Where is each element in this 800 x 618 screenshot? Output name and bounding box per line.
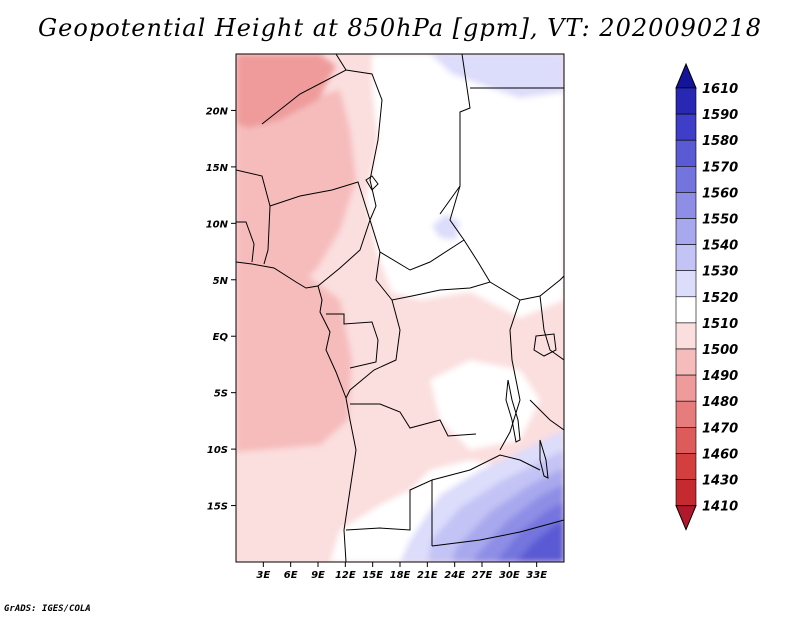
border-west-africa-3: [236, 221, 255, 263]
border-drc-west: [345, 299, 401, 399]
colorbar-swatch: [675, 453, 697, 480]
y-tick-label: 20N: [206, 106, 229, 117]
colorbar-swatch: [675, 426, 697, 454]
colorbar-label: 1610: [702, 82, 738, 97]
border-kenya: [539, 295, 564, 361]
region-1500-westafrica: [236, 90, 356, 292]
colorbar-swatch: [675, 322, 697, 350]
colorbar-bottom-triangle: [675, 505, 697, 531]
credit-text: GrADS: IGES/COLA: [4, 604, 91, 614]
border-cameroon-gabon: [326, 313, 379, 369]
border-namibia: [431, 519, 564, 547]
border-libya: [439, 54, 471, 215]
x-tick-label: 27E: [472, 570, 493, 581]
colorbar-top-triangle: [675, 62, 697, 89]
colorbar-swatch: [675, 218, 697, 245]
border-car-north: [369, 219, 465, 271]
x-tick-label: 33E: [526, 570, 547, 581]
x-tick-label: 9E: [311, 570, 325, 581]
y-tick-label: 5N: [213, 276, 229, 287]
colorbar-label: 1480: [702, 395, 738, 410]
border-angola-south: [345, 479, 433, 546]
x-tick-label: 18E: [390, 570, 411, 581]
x-tick-label: 30E: [499, 570, 520, 581]
x-tick-label: 12E: [335, 570, 356, 581]
colorbar-label: 1570: [702, 160, 738, 175]
colorbar-label: 1500: [702, 343, 738, 358]
colorbar-label: 1560: [702, 186, 738, 201]
y-tick-label: 15N: [206, 163, 229, 174]
colorbar-swatch: [675, 270, 697, 298]
colorbar-swatch: [675, 113, 697, 141]
colorbar-swatch: [675, 400, 697, 428]
border-west-africa-2: [263, 205, 271, 265]
region-1500-sahara-nw: [236, 54, 336, 128]
lake-malawi: [539, 439, 549, 479]
border-nigeria: [269, 181, 371, 287]
y-axis-ticks: 20N 15N 10N 5N EQ 5S 10S 15S: [206, 106, 236, 513]
colorbar-label: 1430: [702, 474, 738, 489]
lake-victoria: [533, 333, 557, 357]
border-chad-niger: [369, 139, 379, 221]
y-tick-label: 10S: [207, 445, 228, 456]
map-borders: [236, 54, 564, 562]
region-1500-atlantic: [236, 268, 352, 452]
colorbar-swatch: [675, 348, 697, 376]
colorbar-label: 1550: [702, 213, 738, 228]
colorbar-label: 1490: [702, 369, 738, 384]
colorbar-label: 1510: [702, 317, 738, 332]
lake-tanganyika: [505, 379, 521, 443]
colorbar-swatch: [675, 192, 697, 219]
colorbar-swatch: [675, 296, 697, 324]
region-1570-south: [516, 520, 564, 562]
lake-chad: [365, 175, 379, 191]
y-tick-label: 15S: [207, 502, 228, 513]
colorbar-label: 1590: [702, 108, 738, 123]
coastline-west: [236, 261, 357, 562]
border-tanzania: [529, 399, 564, 431]
colorbar-swatch: [675, 166, 697, 193]
colorbar: 1610 1590 1580 1570 1560 1550 1540 1530 1520 1510…: [675, 62, 738, 531]
colorbar-label: 1540: [702, 239, 738, 254]
border-angola-drc: [350, 403, 477, 437]
border-zambia: [431, 454, 541, 481]
x-tick-label: 24E: [444, 570, 465, 581]
border-west-africa-1: [236, 169, 271, 207]
border-ethiopia: [519, 275, 564, 301]
colorbar-label: 1530: [702, 265, 738, 280]
x-tick-label: 6E: [284, 570, 298, 581]
x-axis-ticks: 3E 6E 9E 12E 15E 18E 21E 24E 27E 30E 33E: [256, 562, 547, 581]
y-tick-label: EQ: [213, 332, 229, 343]
x-tick-label: 21E: [417, 570, 438, 581]
colorbar-label: 1580: [702, 134, 738, 149]
border-drc-east: [499, 299, 521, 451]
colorbar-label: 1470: [702, 421, 738, 436]
colorbar-swatch: [675, 87, 697, 115]
border-algeria-niger: [335, 54, 347, 71]
colorbar-swatch: [675, 374, 697, 402]
colorbar-swatch: [675, 244, 697, 272]
colorbar-swatch: [675, 139, 697, 167]
region-1510-congo-east: [430, 360, 540, 450]
contour-field: [236, 54, 564, 562]
colorbar-label: 1460: [702, 447, 738, 462]
chart-title: Geopotential Height at 850hPa [gpm], VT:…: [38, 14, 762, 42]
y-tick-label: 10N: [206, 219, 229, 230]
y-tick-label: 5S: [214, 389, 228, 400]
colorbar-label: 1520: [702, 291, 738, 306]
colorbar-swatch: [675, 479, 697, 506]
region-1520-patch: [432, 214, 460, 240]
x-tick-label: 3E: [256, 570, 270, 581]
colorbar-label: 1410: [702, 500, 738, 515]
border-car-south: [375, 251, 521, 301]
border-mali-north: [261, 69, 383, 141]
x-tick-label: 15E: [362, 570, 383, 581]
region-1510-sudan: [366, 54, 564, 318]
